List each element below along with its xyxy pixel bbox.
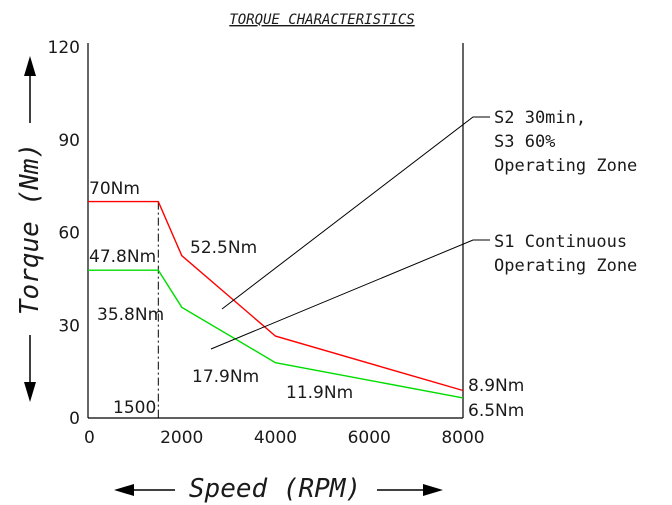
data-label-cont-mid2: 11.9Nm xyxy=(286,383,353,403)
series-lines xyxy=(88,200,464,399)
zone-label-s2: Operating Zone xyxy=(494,156,637,176)
annotations: 70Nm 52.5Nm 8.9Nm 47.8Nm 35.8Nm 17.9Nm 11.9Nm 6… xyxy=(89,179,524,421)
data-label-base-speed: 1500 xyxy=(113,398,156,418)
data-label-cont-knee: 35.8Nm xyxy=(97,305,164,325)
data-label-cont-end: 6.5Nm xyxy=(468,401,524,421)
chart-title: TORQUE CHARACTERISTICS xyxy=(229,12,414,28)
y-tick-label: 30 xyxy=(58,316,80,336)
series-line-s2-s3 xyxy=(88,200,464,392)
zone-label-s1: Operating Zone xyxy=(494,256,637,276)
axis-titles: Speed (RPM) Torque (Nm) xyxy=(15,56,443,504)
y-tick-label: 0 xyxy=(69,409,80,429)
x-arrow-right-head xyxy=(423,484,443,496)
y-tick-label: 60 xyxy=(58,224,80,244)
y-arrow-bottom-head xyxy=(24,382,36,402)
series-line-s1 xyxy=(88,269,464,399)
data-label-peak-end: 8.9Nm xyxy=(468,376,524,396)
tick-labels: 0 2000 4000 6000 8000 0 30 60 90 120 xyxy=(48,38,485,448)
leader-line-s1 xyxy=(210,239,490,350)
x-tick-label: 6000 xyxy=(348,428,391,448)
data-label-peak-knee: 52.5Nm xyxy=(190,238,257,258)
zone-labels: S2 30min, S3 60% Operating Zone S1 Continuo… xyxy=(210,108,637,350)
x-tick-label: 8000 xyxy=(441,428,484,448)
data-label-cont-mid: 17.9Nm xyxy=(192,367,259,387)
x-tick-label: 0 xyxy=(84,428,95,448)
x-tick-label: 4000 xyxy=(254,428,297,448)
data-label-cont-torque: 47.8Nm xyxy=(89,247,156,267)
axes xyxy=(87,43,464,419)
data-label-peak-torque: 70Nm xyxy=(89,179,140,199)
x-axis-title: Speed (RPM) xyxy=(189,474,361,504)
x-arrow-left-head xyxy=(114,484,134,496)
leader-line-s2 xyxy=(221,116,490,310)
zone-label-s1: S1 Continuous xyxy=(494,232,627,252)
y-arrow-top-head xyxy=(24,56,36,76)
y-tick-label: 120 xyxy=(48,38,80,58)
zone-label-s2: S2 30min, xyxy=(494,108,586,128)
y-tick-label: 90 xyxy=(58,131,80,151)
x-tick-label: 2000 xyxy=(160,428,203,448)
zone-label-s2: S3 60% xyxy=(494,132,555,152)
y-axis-title: Torque (Nm) xyxy=(15,143,45,315)
